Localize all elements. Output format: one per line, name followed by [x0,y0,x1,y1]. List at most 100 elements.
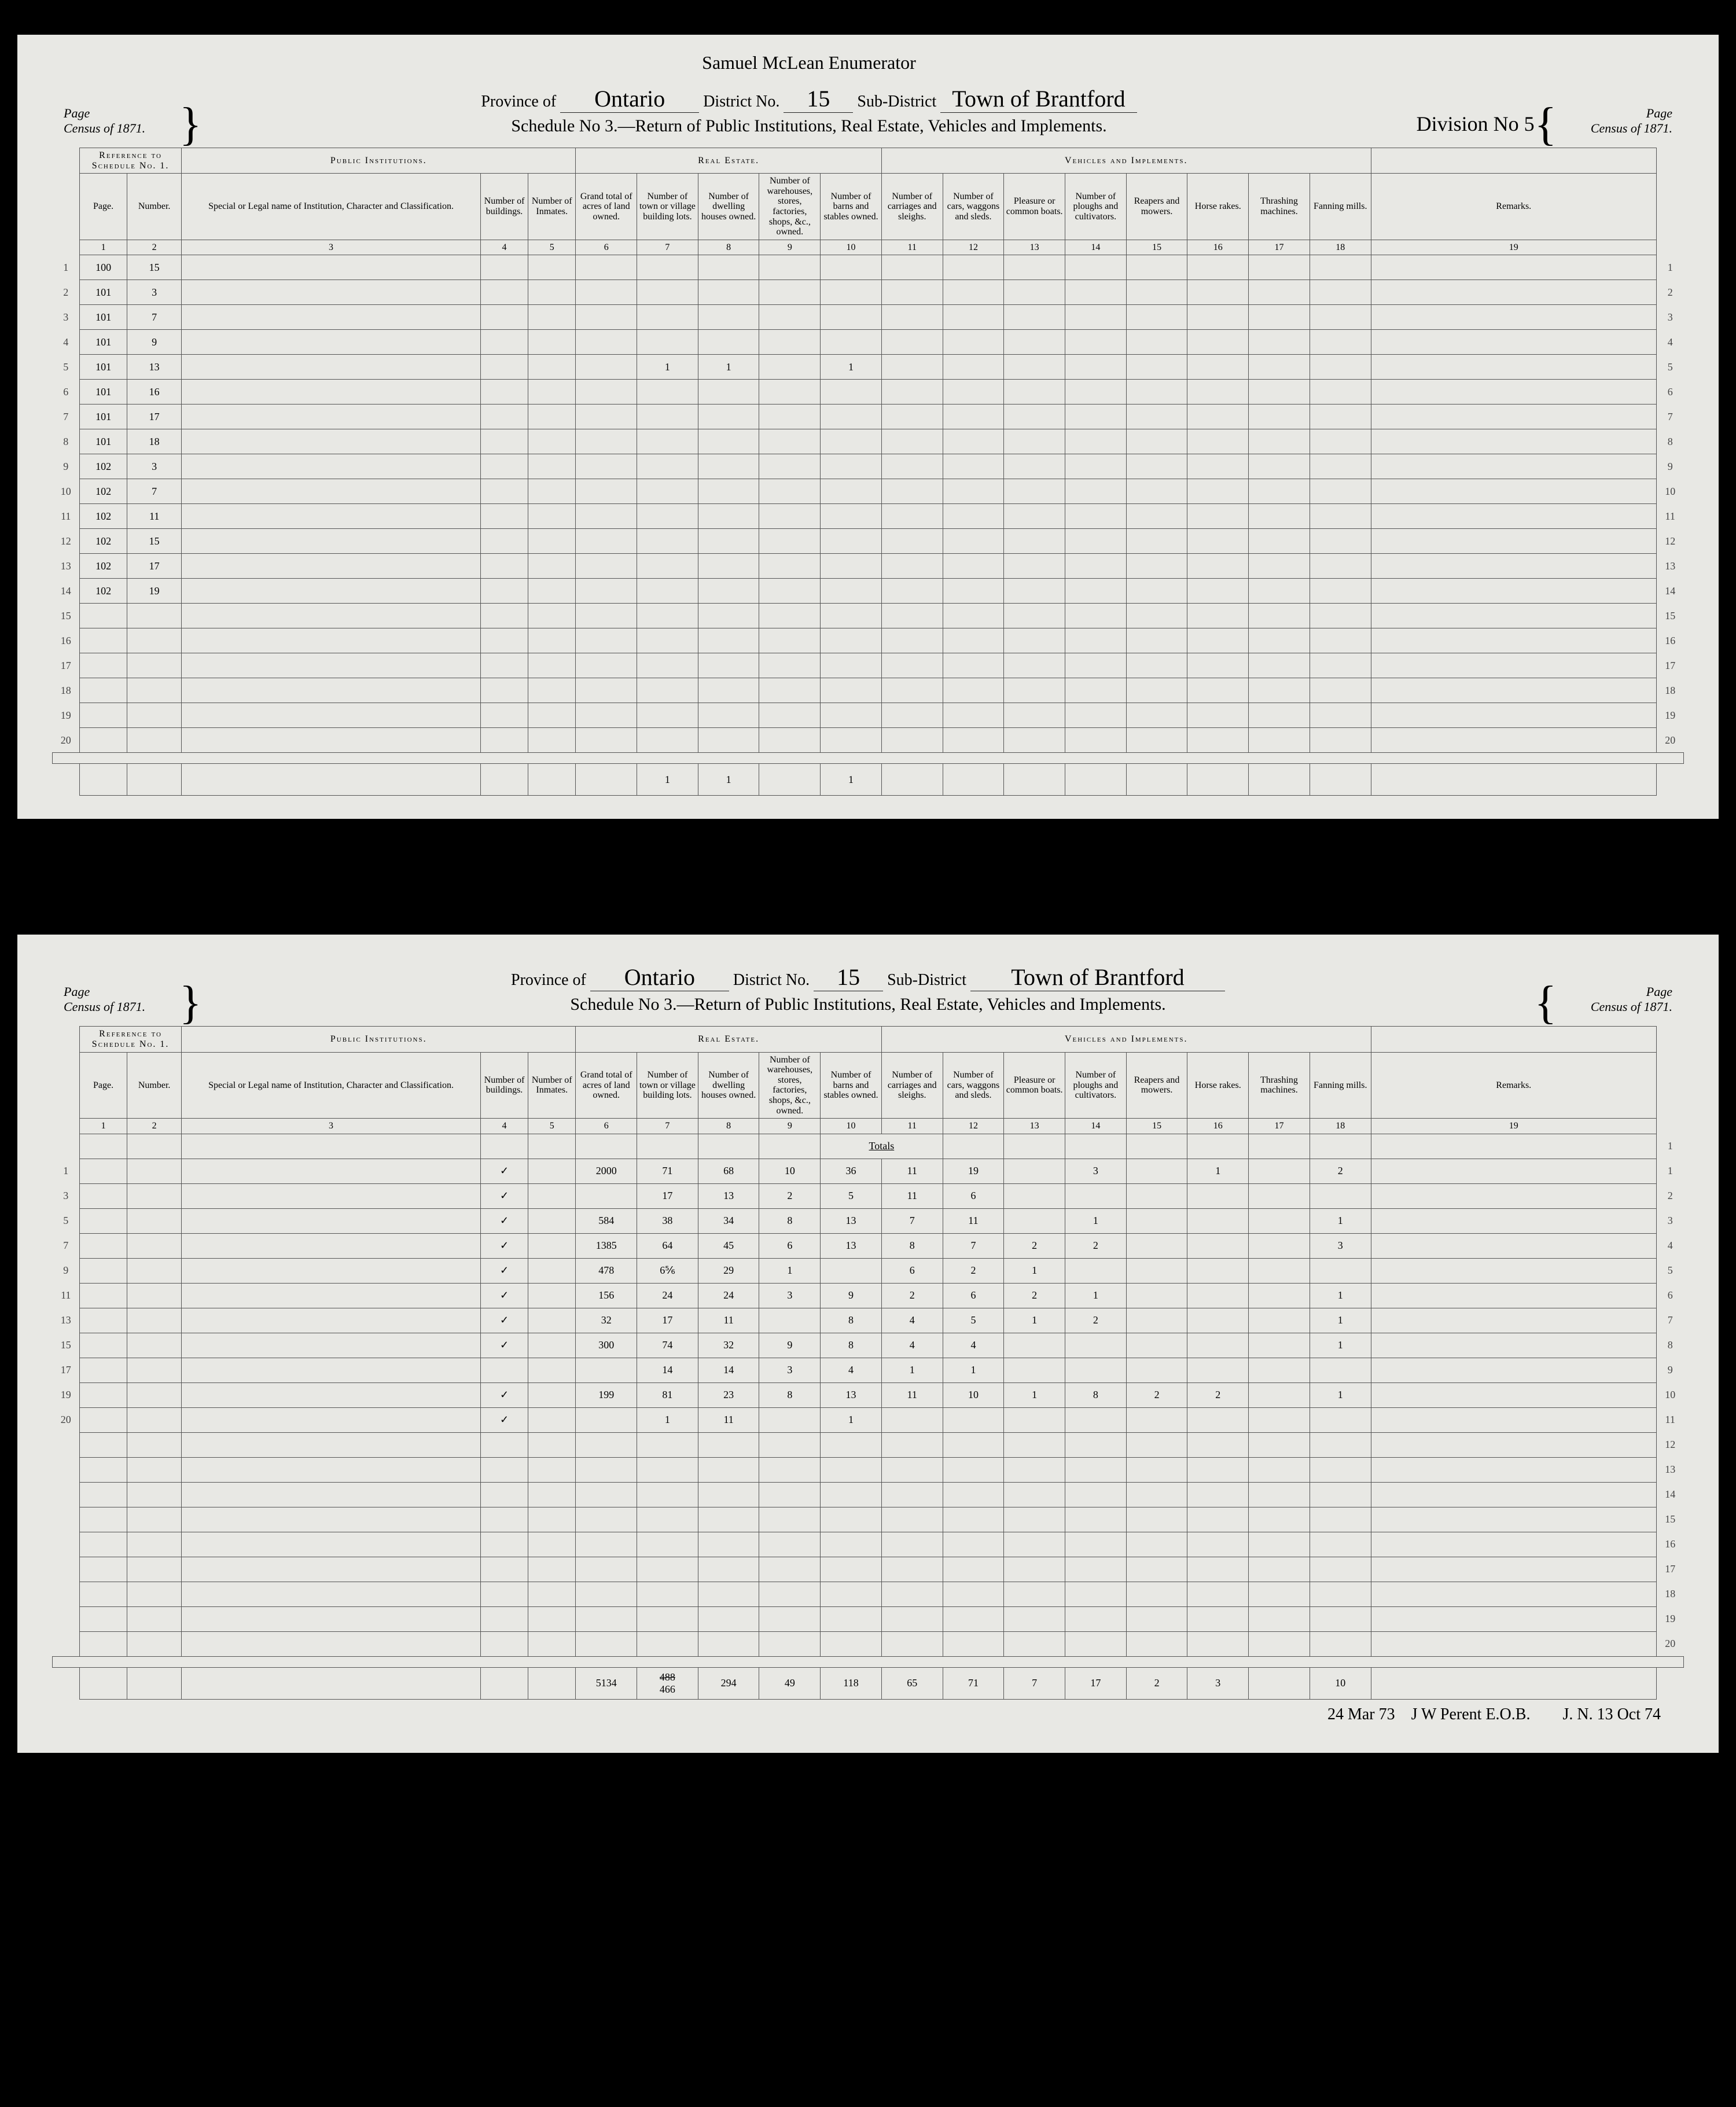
cell [1249,1183,1310,1208]
cell: 2 [943,1258,1004,1283]
cell [881,1432,943,1457]
cell: 1 [637,355,698,380]
cell: 6 [943,1183,1004,1208]
cell [1126,1631,1187,1656]
cell: 2 [1004,1283,1065,1308]
cell [821,728,882,753]
cell [637,579,698,604]
cell [79,1358,127,1382]
cell [821,1631,882,1656]
cell [821,1557,882,1582]
cell [821,454,882,479]
cell: 16 [127,380,182,405]
cell [528,529,576,554]
cell [1371,703,1656,728]
col-num: 9 [759,240,821,255]
cell: 71 [637,1159,698,1183]
col-num: 6 [576,240,637,255]
page1-header: Page Census of 1871. } Samuel McLean Enu… [52,58,1684,136]
cell [182,405,481,429]
cell [759,728,821,753]
table-row: 6101166 [53,380,1684,405]
cell [1371,380,1656,405]
cell [1004,1407,1065,1432]
cell [943,305,1004,330]
cell [637,255,698,280]
cell [881,1482,943,1507]
cell [1249,1582,1310,1606]
cell [1371,1432,1656,1457]
cell [1065,728,1127,753]
cell [127,1532,182,1557]
cell: 10 [943,1382,1004,1407]
cell [182,1606,481,1631]
cell [480,579,528,604]
cell [1187,1557,1249,1582]
cell: ✓ [480,1208,528,1233]
cell [1249,504,1310,529]
col-num: 5 [528,240,576,255]
cell: 13 [821,1233,882,1258]
col-carts-2: Number of cars, waggons and sleds. [943,1052,1004,1119]
cell [480,529,528,554]
cell [1004,1631,1065,1656]
cell [698,653,759,678]
cell [943,1582,1004,1606]
cell [881,1557,943,1582]
cell [1126,454,1187,479]
cell [821,653,882,678]
cell [576,554,637,579]
cell [759,1457,821,1482]
cell [79,653,127,678]
col-num: 7 [637,240,698,255]
cell [528,1482,576,1507]
col-buildings-2: Number of buildings. [480,1052,528,1119]
col-num: 1 [79,240,127,255]
cell [881,255,943,280]
cell [79,1557,127,1582]
cell: 81 [637,1382,698,1407]
cell [1065,1432,1127,1457]
cell [1310,628,1371,653]
cell [1310,703,1371,728]
cell [182,330,481,355]
cell [1004,355,1065,380]
table-row: 1✓20007168103611193121 [53,1159,1684,1183]
cell [1187,1457,1249,1482]
cell [759,405,821,429]
cell [79,604,127,628]
cell [1310,1631,1371,1656]
cell [528,1283,576,1308]
brace-right: { [1535,113,1557,136]
cell [528,479,576,504]
col-num: 10 [821,1119,882,1134]
sec-ref-2: Reference to Schedule No. 1. [79,1027,181,1052]
cell [1126,1532,1187,1557]
cell: 11 [127,504,182,529]
cell [182,1631,481,1656]
cell [528,280,576,305]
cell [79,1457,127,1482]
cell [637,380,698,405]
cell [1310,1532,1371,1557]
cell [528,703,576,728]
cell [1187,454,1249,479]
cell [1371,1606,1656,1631]
enumerator-name: Samuel McLean Enumerator [702,52,916,73]
col-num: 15 [1126,240,1187,255]
cell [79,1308,127,1333]
cell [1065,653,1127,678]
cell: 8 [821,1308,882,1333]
cell [1249,429,1310,454]
cell [480,255,528,280]
cell [943,728,1004,753]
cell [1126,1283,1187,1308]
cell [480,1631,528,1656]
cell [127,1233,182,1258]
cell [127,1407,182,1432]
page-label-2: Page [64,984,179,999]
col-ploughs: Number of ploughs and cultivators. [1065,174,1127,240]
cell [182,1283,481,1308]
cell: 2 [1126,1382,1187,1407]
col-rakes: Horse rakes. [1187,174,1249,240]
